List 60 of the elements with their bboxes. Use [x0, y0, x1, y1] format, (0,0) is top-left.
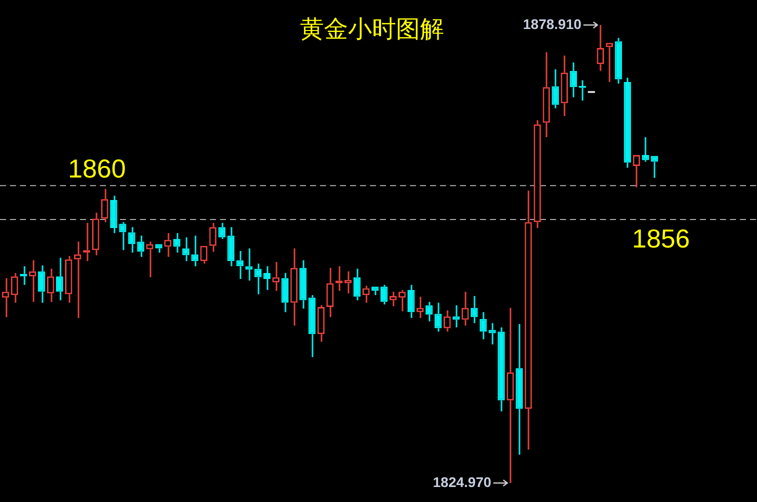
candlestick	[46, 268, 54, 303]
candlestick	[56, 256, 64, 301]
ref-line-label: 1856	[632, 224, 690, 254]
candlestick	[470, 295, 478, 324]
candlestick	[426, 301, 433, 322]
candlestick	[74, 240, 82, 319]
ref-line-label: 1860	[68, 154, 126, 184]
candlestick	[110, 195, 118, 234]
candlestick	[209, 222, 216, 253]
candlestick	[371, 286, 379, 296]
candlestick	[38, 264, 46, 304]
candlestick	[488, 322, 496, 346]
candlestick	[146, 240, 154, 278]
candlestick	[552, 68, 559, 110]
candlestick	[326, 267, 334, 318]
candlestick	[317, 304, 325, 343]
annotation: 1824.970	[432, 474, 492, 490]
candlestick	[263, 265, 271, 291]
candlestick	[155, 244, 162, 254]
candlestick	[596, 24, 604, 72]
candlestick	[308, 294, 316, 358]
candlestick	[299, 260, 307, 310]
candlestick	[92, 212, 100, 256]
candlestick	[218, 222, 226, 240]
candlestick	[570, 62, 577, 98]
candlestick	[480, 311, 487, 340]
candlestick	[191, 234, 198, 267]
chart-title: 黄金小时图解	[300, 15, 444, 44]
candlestick	[642, 136, 650, 163]
candlestick	[290, 248, 298, 326]
candlestick	[516, 323, 523, 456]
candlestick	[28, 260, 36, 303]
candlestick	[542, 52, 550, 138]
candlestick	[524, 190, 532, 450]
candlestick	[101, 188, 108, 223]
candlestick	[380, 284, 388, 306]
candlestick	[650, 156, 658, 179]
candlestick	[506, 307, 514, 484]
candlestick	[614, 37, 622, 84]
candlestick	[272, 261, 280, 292]
candlestick	[353, 268, 361, 301]
candlestick	[281, 272, 289, 313]
candlestick	[10, 272, 18, 304]
annotation: 1878.910	[523, 16, 582, 32]
candlestick	[182, 236, 190, 262]
candlestick	[624, 76, 632, 168]
candlestick	[434, 302, 442, 332]
candlestick	[65, 255, 72, 304]
candlestick	[254, 262, 262, 295]
candlestick	[408, 284, 415, 319]
candlestick	[128, 226, 136, 254]
candlestick	[498, 326, 505, 412]
candlestick	[200, 246, 208, 264]
candlestick	[560, 54, 568, 117]
candlestick	[173, 232, 180, 254]
candlestick	[137, 234, 144, 258]
candlestick	[227, 226, 234, 267]
candlestick	[119, 221, 126, 251]
candlestick	[534, 119, 541, 229]
candlestick	[245, 248, 252, 282]
